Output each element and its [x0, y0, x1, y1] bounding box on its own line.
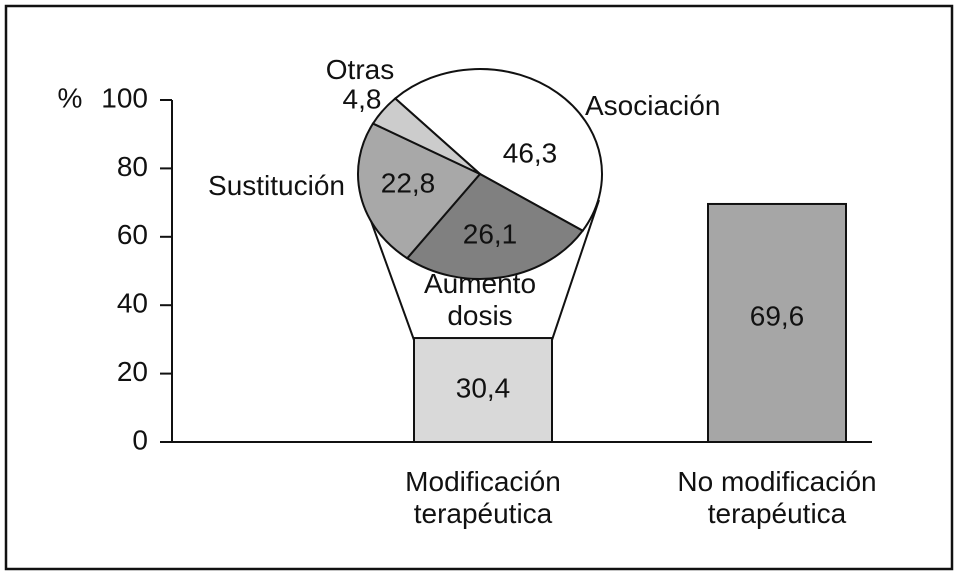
- value-label: 46,3: [503, 137, 558, 168]
- value-label: 26,1: [463, 218, 518, 249]
- pie-slice: [357, 122, 482, 260]
- y-tick-label: 20: [117, 356, 148, 387]
- slice-label: Asociación: [585, 90, 721, 121]
- y-tick-label: 0: [132, 424, 148, 455]
- y-tick-label: 100: [101, 82, 148, 113]
- slice-label: Otras: [325, 54, 395, 85]
- value-label: 30,4: [456, 372, 511, 403]
- x-tick-label: No modificación terapéutica: [677, 466, 877, 529]
- value-label: 22,8: [381, 167, 436, 198]
- pie-slice: [371, 97, 481, 175]
- bar: [413, 337, 553, 444]
- y-axis-label: %: [58, 82, 83, 113]
- y-tick-label: 80: [117, 151, 148, 182]
- slice-label: Aumento dosis: [423, 268, 537, 331]
- y-tick-label: 40: [117, 288, 148, 319]
- frame: [4, 4, 954, 571]
- value-label: 69,6: [750, 300, 805, 331]
- y-tick-label: 60: [117, 219, 148, 250]
- slice-label: Sustitución: [208, 170, 345, 201]
- value-label: 4,8: [343, 83, 382, 114]
- pie-slice: [405, 172, 585, 280]
- connector: [551, 199, 600, 341]
- bar: [707, 202, 847, 443]
- pie-slice: [393, 68, 603, 232]
- x-tick-label: Modificación terapéutica: [405, 466, 561, 529]
